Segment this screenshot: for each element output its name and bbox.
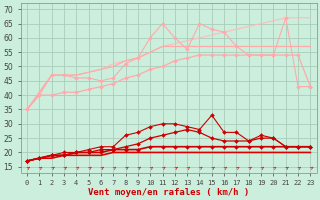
X-axis label: Vent moyen/en rafales ( km/h ): Vent moyen/en rafales ( km/h ) xyxy=(88,188,249,197)
